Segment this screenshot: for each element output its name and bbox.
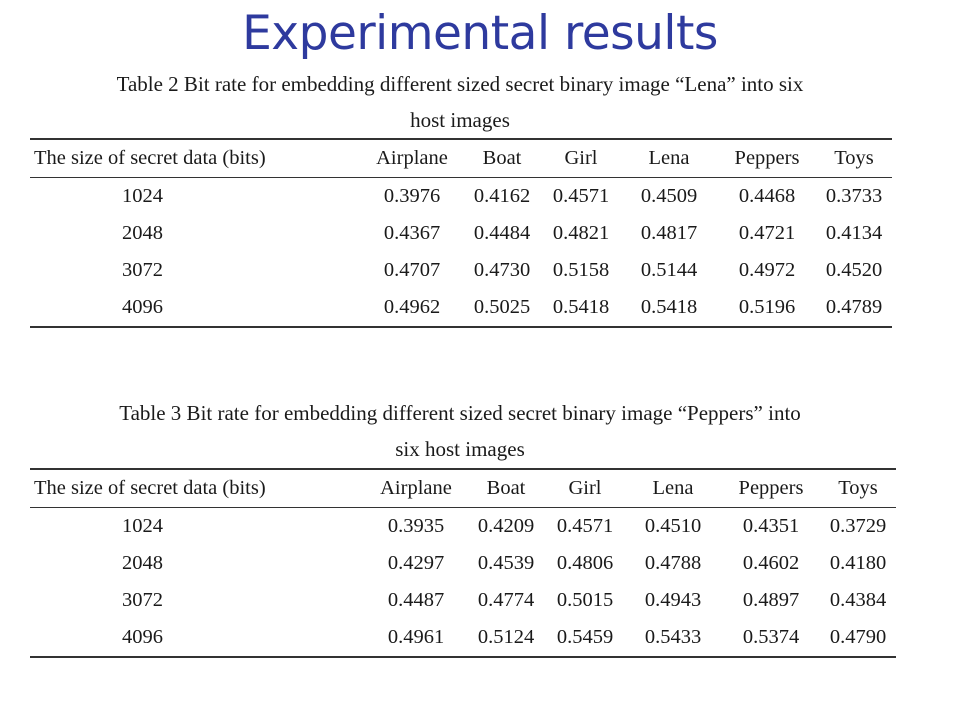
bit-rate-cell: 0.5158 — [552, 259, 610, 281]
data-size-cell: 4096 — [30, 619, 366, 658]
bit-rate-cell: 0.4943 — [644, 589, 702, 611]
bit-rate-cell: 0.4468 — [738, 185, 796, 207]
bit-rate-cell: 0.4351 — [742, 515, 800, 537]
column-header-size: The size of secret data (bits) — [30, 138, 362, 178]
column-header-girl: Girl — [542, 138, 620, 178]
table-3: The size of secret data (bits) Airplane Bo… — [30, 468, 896, 658]
bit-rate-cell: 0.4821 — [552, 222, 610, 244]
data-size-cell: 1024 — [122, 185, 163, 207]
table-row: 3072 0.4707 0.4730 0.5158 0.5144 0.4972 0.4520 — [30, 252, 892, 289]
table-header-row: The size of secret data (bits) Airplane Bo… — [30, 138, 892, 178]
column-header-size: The size of secret data (bits) — [30, 468, 366, 508]
slide-title: Experimental results — [242, 6, 718, 61]
bit-rate-cell: 0.4897 — [742, 589, 800, 611]
bit-rate-cell: 0.4297 — [387, 552, 445, 574]
bit-rate-cell: 0.4972 — [738, 259, 796, 281]
bit-rate-cell: 0.4367 — [383, 222, 441, 244]
table-row: 3072 0.4487 0.4774 0.5015 0.4943 0.4897 0.4384 — [30, 582, 896, 619]
table-header-row: The size of secret data (bits) Airplane Bo… — [30, 468, 896, 508]
caption-line: Table 3 Bit rate for embedding different… — [119, 401, 801, 425]
caption-line: six host images — [395, 437, 525, 461]
table-row: 1024 0.3976 0.4162 0.4571 0.4509 0.4468 0.3733 — [30, 178, 892, 216]
bit-rate-cell: 0.4484 — [473, 222, 531, 244]
bit-rate-cell: 0.4571 — [552, 185, 610, 207]
bit-rate-cell: 0.5015 — [556, 589, 614, 611]
bit-rate-cell: 0.4774 — [477, 589, 535, 611]
bit-rate-cell: 0.4520 — [825, 259, 883, 281]
data-size-cell: 3072 — [122, 589, 163, 611]
bit-rate-cell: 0.4788 — [644, 552, 702, 574]
bit-rate-cell: 0.5025 — [462, 289, 542, 328]
bit-rate-cell: 0.4730 — [473, 259, 531, 281]
caption-line: Table 2 Bit rate for embedding different… — [116, 72, 804, 96]
data-size-cell: 2048 — [122, 222, 163, 244]
bit-rate-cell: 0.5459 — [546, 619, 624, 658]
bit-rate-cell: 0.5433 — [624, 619, 722, 658]
bit-rate-cell: 0.4961 — [366, 619, 466, 658]
table-2: The size of secret data (bits) Airplane Bo… — [30, 138, 892, 328]
bit-rate-cell: 0.4707 — [383, 259, 441, 281]
bit-rate-cell: 0.3935 — [387, 515, 445, 537]
bit-rate-cell: 0.4509 — [640, 185, 698, 207]
column-header-airplane: Airplane — [366, 468, 466, 508]
caption-line: host images — [410, 108, 510, 132]
table-row: 2048 0.4367 0.4484 0.4821 0.4817 0.4721 0.4134 — [30, 215, 892, 252]
column-header-toys: Toys — [820, 468, 896, 508]
column-header-lena: Lena — [620, 138, 718, 178]
data-size-cell: 1024 — [122, 515, 163, 537]
column-header-peppers: Peppers — [722, 468, 820, 508]
bit-rate-cell: 0.5418 — [620, 289, 718, 328]
bit-rate-cell: 0.4571 — [556, 515, 614, 537]
bit-rate-cell: 0.4721 — [738, 222, 796, 244]
bit-rate-cell: 0.4817 — [640, 222, 698, 244]
table-row: 1024 0.3935 0.4209 0.4571 0.4510 0.4351 0.3729 — [30, 508, 896, 546]
bit-rate-cell: 0.4510 — [644, 515, 702, 537]
bit-rate-cell: 0.4602 — [742, 552, 800, 574]
data-size-cell: 3072 — [122, 259, 163, 281]
bit-rate-cell: 0.4209 — [477, 515, 535, 537]
column-header-girl: Girl — [546, 468, 624, 508]
column-header-boat: Boat — [466, 468, 546, 508]
column-header-airplane: Airplane — [362, 138, 462, 178]
data-size-cell: 4096 — [30, 289, 362, 328]
table-row: 2048 0.4297 0.4539 0.4806 0.4788 0.4602 0.4180 — [30, 545, 896, 582]
bit-rate-cell: 0.4180 — [829, 552, 887, 574]
bit-rate-cell: 0.4384 — [829, 589, 887, 611]
column-header-boat: Boat — [462, 138, 542, 178]
bit-rate-cell: 0.5144 — [640, 259, 698, 281]
table-row: 4096 0.4961 0.5124 0.5459 0.5433 0.5374 0.4790 — [30, 619, 896, 658]
table-2-caption: Table 2 Bit rate for embedding different… — [30, 66, 890, 138]
column-header-lena: Lena — [624, 468, 722, 508]
column-header-toys: Toys — [816, 138, 892, 178]
data-size-cell: 2048 — [122, 552, 163, 574]
bit-rate-cell: 0.4162 — [473, 185, 531, 207]
table-3-caption: Table 3 Bit rate for embedding different… — [30, 395, 890, 467]
bit-rate-cell: 0.5196 — [718, 289, 816, 328]
bit-rate-cell: 0.5124 — [466, 619, 546, 658]
bit-rate-cell: 0.3733 — [825, 185, 883, 207]
bit-rate-cell: 0.5374 — [722, 619, 820, 658]
bit-rate-cell: 0.4789 — [816, 289, 892, 328]
bit-rate-cell: 0.4806 — [556, 552, 614, 574]
column-header-peppers: Peppers — [718, 138, 816, 178]
bit-rate-cell: 0.4539 — [477, 552, 535, 574]
bit-rate-cell: 0.3729 — [829, 515, 887, 537]
bit-rate-cell: 0.5418 — [542, 289, 620, 328]
bit-rate-cell: 0.4487 — [387, 589, 445, 611]
bit-rate-cell: 0.4962 — [362, 289, 462, 328]
bit-rate-cell: 0.4134 — [825, 222, 883, 244]
bit-rate-cell: 0.4790 — [820, 619, 896, 658]
table-row: 4096 0.4962 0.5025 0.5418 0.5418 0.5196 0.4789 — [30, 289, 892, 328]
bit-rate-cell: 0.3976 — [383, 185, 441, 207]
